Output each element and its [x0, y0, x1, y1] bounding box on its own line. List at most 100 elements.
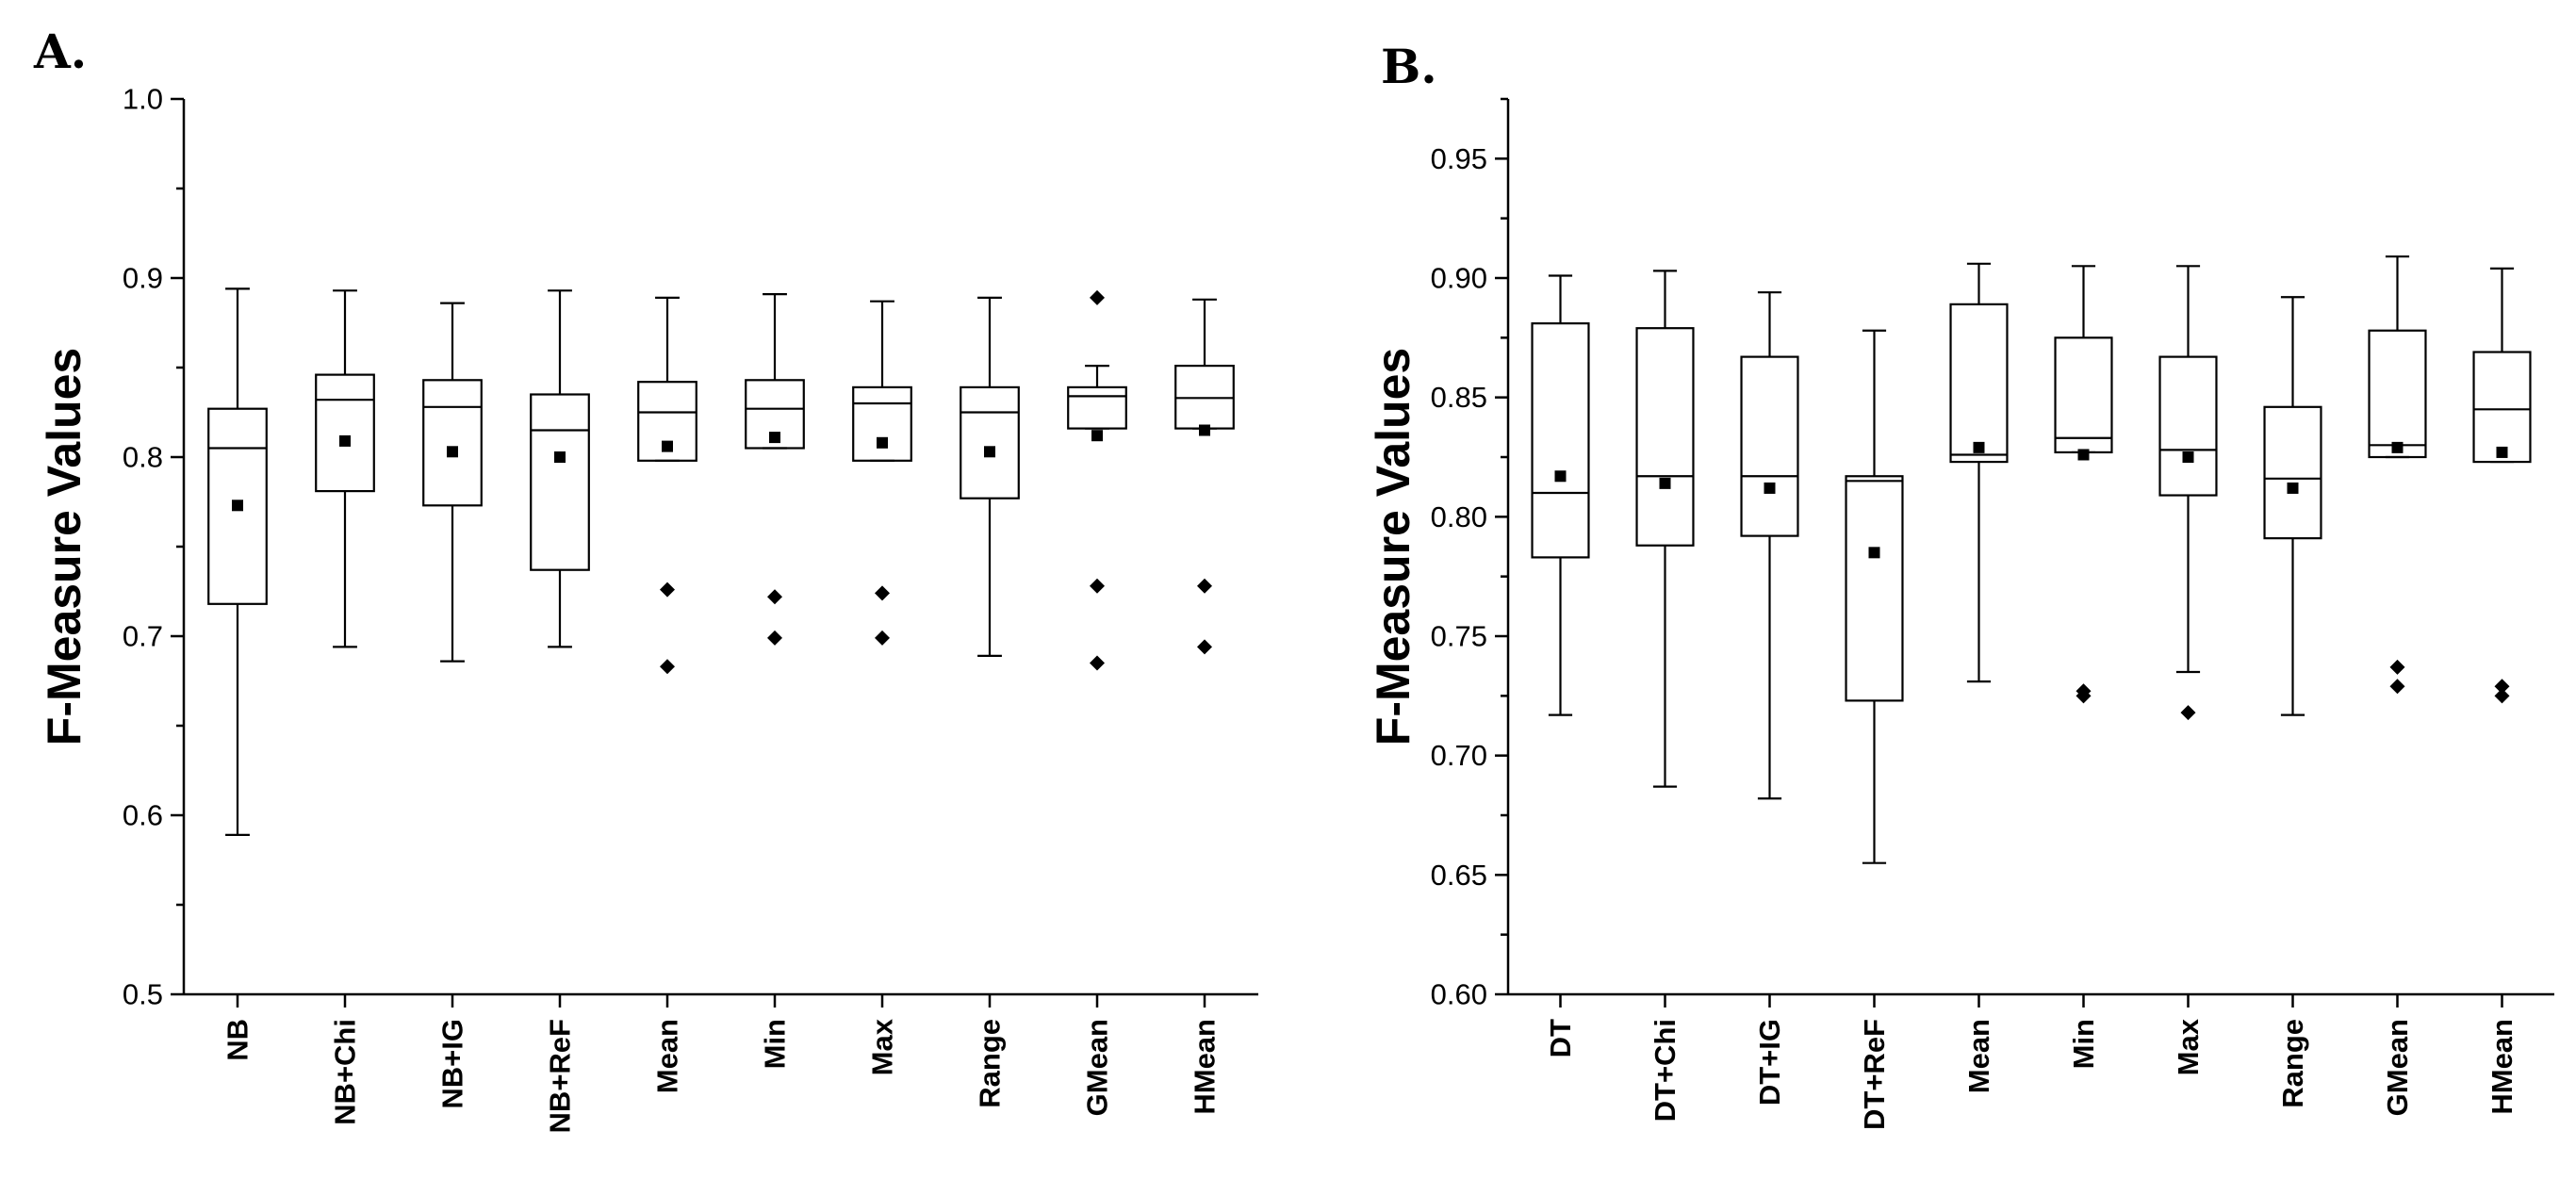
outlier-point — [875, 585, 890, 601]
x-tick-label: Min — [759, 1019, 792, 1069]
mean-marker — [2182, 451, 2194, 463]
mean-marker — [339, 434, 351, 447]
y-tick-label: 0.65 — [1431, 859, 1487, 892]
iqr-box — [2263, 405, 2322, 540]
x-tick-label: Max — [866, 1018, 899, 1075]
y-tick-label: 0.6 — [123, 799, 163, 832]
iqr-box — [207, 407, 268, 605]
chart-panel-b: B. F-Measure Values 0.60 0.65 0.70 0.75 0.80 0.… — [1367, 39, 2554, 1130]
y-tick-label: 0.9 — [123, 262, 163, 295]
box-nb-chi: NB+Chi — [315, 289, 375, 1125]
x-tick-label: Max — [2172, 1018, 2205, 1075]
x-tick-label: DT+ReF — [1858, 1019, 1891, 1130]
y-tick-label: 0.8 — [123, 441, 163, 474]
mean-marker — [1659, 477, 1671, 489]
outlier-point — [2389, 659, 2405, 675]
iqr-box — [960, 385, 1020, 500]
iqr-box — [422, 379, 483, 507]
box-hmean: HMean — [1174, 298, 1235, 1115]
mean-marker — [984, 446, 995, 458]
chart-panel-a: A. F-Measure Values 0.5 0.6 0.7 0.8 0.9 1.0 NB NB… — [33, 24, 1258, 1133]
outlier-point — [1197, 578, 1212, 594]
box-nb-ref: NB+ReF — [530, 289, 590, 1133]
box-range: Range — [2263, 296, 2322, 1108]
mean-marker — [1554, 470, 1567, 483]
outlier-point — [660, 659, 675, 675]
x-tick-label: DT — [1544, 1019, 1577, 1057]
outlier-point — [1197, 639, 1212, 655]
mean-marker — [1091, 430, 1103, 442]
x-tick-label: GMean — [1081, 1019, 1114, 1116]
outlier-point — [2180, 705, 2196, 721]
iqr-box — [2368, 329, 2427, 459]
y-tick-label: 1.0 — [123, 83, 163, 116]
panel-label: B. — [1381, 39, 1437, 94]
box-dt-chi: DT+Chi — [1635, 270, 1695, 1122]
iqr-box — [1067, 385, 1127, 430]
box-dt-ig: DT+IG — [1740, 291, 1799, 1106]
x-tick-label: DT+Chi — [1649, 1019, 1682, 1122]
y-axis-label: F-Measure Values — [38, 348, 90, 745]
box-hmean: HMean — [2472, 267, 2532, 1115]
outlier-point — [1090, 578, 1105, 594]
x-tick-label: NB+IG — [436, 1019, 469, 1109]
box-gmean: GMean — [1067, 289, 1127, 1116]
iqr-box — [637, 381, 697, 462]
x-tick-label: Mean — [1962, 1019, 1995, 1093]
x-tick-label: GMean — [2381, 1019, 2414, 1116]
y-tick-label: 0.60 — [1431, 978, 1487, 1011]
iqr-box — [1949, 303, 2009, 464]
iqr-box — [2472, 351, 2532, 464]
x-tick-label: Range — [974, 1019, 1007, 1108]
iqr-box — [2054, 336, 2113, 454]
outlier-point — [2494, 688, 2510, 704]
mean-marker — [554, 451, 566, 463]
outlier-point — [2494, 679, 2510, 695]
panel-label: A. — [33, 24, 87, 79]
iqr-box — [1740, 355, 1799, 537]
outlier-point — [767, 630, 782, 646]
mean-marker — [2287, 482, 2299, 494]
iqr-box — [530, 393, 590, 571]
y-axis-label: F-Measure Values — [1367, 348, 1419, 745]
y-tick-label: 0.90 — [1431, 262, 1487, 295]
box-max: Max — [2158, 265, 2218, 1075]
x-tick-label: DT+IG — [1753, 1019, 1786, 1106]
box-min: Min — [2054, 265, 2113, 1069]
iqr-box — [2158, 355, 2218, 497]
iqr-box — [745, 379, 805, 450]
iqr-box — [852, 385, 912, 462]
y-tick-label: 0.85 — [1431, 381, 1487, 414]
outlier-point — [875, 630, 890, 646]
box-dt: DT — [1531, 274, 1590, 1057]
iqr-box — [1845, 475, 1904, 702]
y-tick-label: 0.75 — [1431, 620, 1487, 653]
box-gmean: GMean — [2368, 255, 2427, 1116]
y-tick-label: 0.70 — [1431, 739, 1487, 772]
box-mean: Mean — [637, 296, 697, 1093]
mean-marker — [877, 436, 888, 449]
y-tick-label: 0.7 — [123, 620, 163, 653]
y-tick-label: 0.80 — [1431, 500, 1487, 533]
box-mean: Mean — [1949, 262, 2009, 1093]
x-tick-label: NB+Chi — [329, 1019, 362, 1125]
outlier-point — [2389, 679, 2405, 695]
box-min: Min — [745, 293, 805, 1069]
outlier-point — [767, 589, 782, 605]
x-tick-label: NB — [222, 1019, 254, 1061]
x-tick-label: Mean — [651, 1019, 684, 1093]
iqr-box — [1635, 327, 1695, 547]
mean-marker — [1199, 424, 1210, 436]
box-dt-ref: DT+ReF — [1845, 329, 1904, 1130]
mean-marker — [447, 446, 458, 458]
mean-marker — [2496, 446, 2508, 458]
mean-marker — [1868, 547, 1880, 559]
mean-marker — [662, 440, 673, 452]
outlier-point — [1090, 289, 1105, 305]
iqr-box — [1531, 322, 1590, 559]
mean-marker — [1973, 441, 1985, 453]
x-tick-label: Range — [2276, 1019, 2309, 1108]
outlier-point — [1090, 655, 1105, 671]
outlier-point — [2076, 688, 2092, 704]
